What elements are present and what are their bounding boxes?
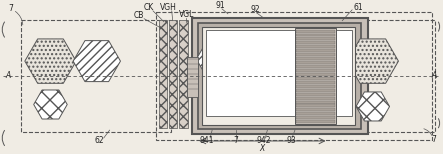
Text: A: A — [431, 71, 436, 80]
Bar — [296, 73, 335, 76]
Text: 93: 93 — [286, 136, 296, 146]
Polygon shape — [25, 39, 76, 83]
Bar — [296, 101, 335, 103]
Text: 7: 7 — [233, 136, 238, 146]
Polygon shape — [34, 90, 67, 119]
Bar — [296, 77, 335, 80]
Text: CB: CB — [134, 11, 144, 20]
Bar — [296, 108, 335, 111]
Text: VGL: VGL — [179, 10, 194, 19]
Bar — [296, 93, 335, 96]
Polygon shape — [227, 85, 268, 120]
Bar — [336, 20, 435, 132]
Bar — [296, 41, 335, 44]
Polygon shape — [196, 34, 256, 85]
Bar — [295, 28, 336, 124]
Text: 7: 7 — [8, 4, 13, 13]
Bar — [296, 45, 335, 48]
Polygon shape — [240, 34, 299, 85]
Polygon shape — [356, 92, 389, 121]
Bar — [296, 85, 335, 88]
Bar — [296, 61, 335, 64]
Text: 91: 91 — [215, 1, 225, 10]
Text: 941: 941 — [200, 136, 214, 146]
Text: 62: 62 — [95, 136, 105, 146]
Bar — [21, 20, 171, 132]
Bar — [192, 18, 368, 134]
Text: 7: 7 — [431, 136, 436, 144]
Bar — [296, 30, 335, 32]
Text: 92: 92 — [251, 5, 260, 14]
Polygon shape — [347, 39, 398, 83]
Polygon shape — [73, 41, 120, 82]
Text: 61: 61 — [353, 3, 363, 12]
Bar — [296, 120, 335, 123]
Bar — [202, 27, 355, 125]
Bar — [296, 116, 335, 119]
Bar — [169, 20, 177, 128]
Bar — [296, 105, 335, 107]
Bar — [296, 69, 335, 72]
Bar — [159, 20, 167, 128]
Text: X: X — [260, 144, 265, 153]
Bar — [296, 49, 335, 52]
Bar — [296, 57, 335, 60]
Text: CK: CK — [144, 3, 154, 12]
Bar — [296, 37, 335, 40]
Bar — [179, 20, 188, 128]
Bar — [296, 81, 335, 84]
Text: VGH: VGH — [160, 3, 177, 12]
Bar — [296, 34, 335, 36]
Bar — [198, 23, 361, 129]
Bar — [296, 112, 335, 115]
Text: 942: 942 — [256, 136, 271, 146]
Bar — [296, 89, 335, 92]
Text: A: A — [5, 71, 11, 80]
Bar — [296, 97, 335, 100]
Bar — [187, 57, 198, 97]
Bar — [206, 30, 352, 116]
Bar — [296, 53, 335, 56]
Bar — [156, 12, 432, 140]
Bar — [296, 65, 335, 68]
